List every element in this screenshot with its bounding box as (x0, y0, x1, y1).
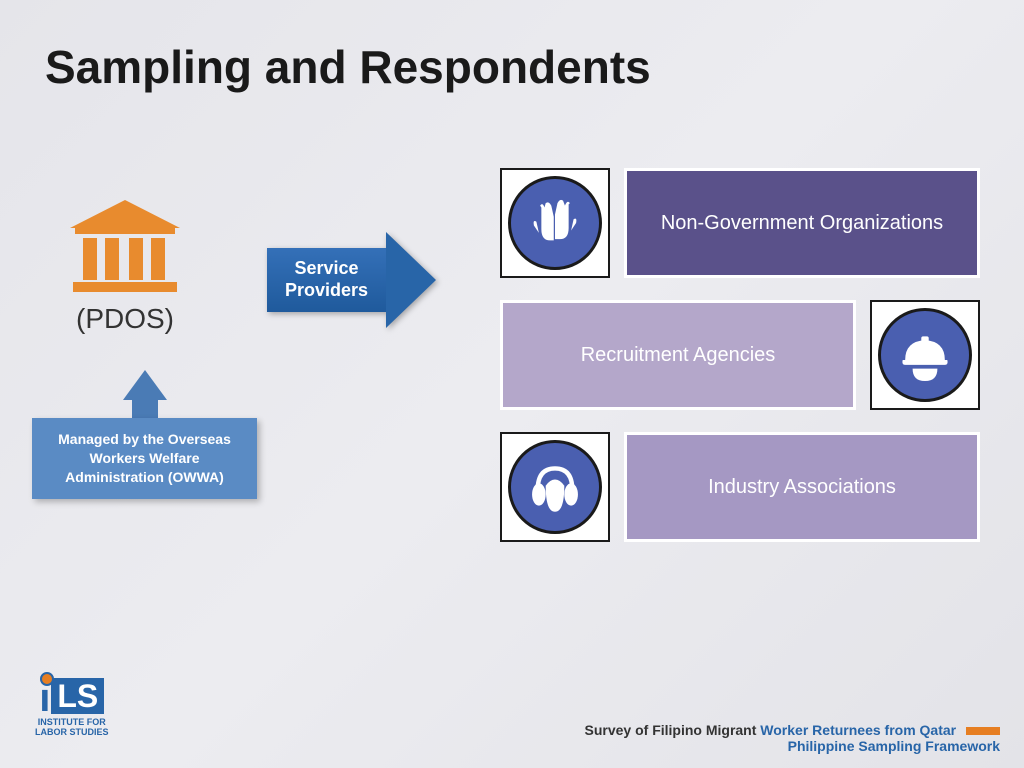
slide: Sampling and Respondents (PDOS) Managed … (0, 0, 1024, 768)
card-row-ngo: Non-Government Organizations (500, 168, 980, 278)
service-arrow-line2: Providers (285, 280, 368, 300)
footer-line1-b: Worker Returnees from Qatar (760, 722, 956, 738)
owwa-text-box: Managed by the Overseas Workers Welfare … (32, 418, 257, 499)
card-industry-label: Industry Associations (624, 432, 980, 542)
footer-line2: Philippine Sampling Framework (585, 738, 1001, 754)
footer: Survey of Filipino Migrant Worker Return… (585, 722, 1001, 754)
logo-text: INSTITUTE FOR LABOR STUDIES (35, 718, 109, 738)
institution-icon (65, 200, 185, 295)
icon-box-hardhat (870, 300, 980, 410)
gloves-icon (508, 176, 602, 270)
cards-grid: Non-Government Organizations Recruitment… (500, 168, 980, 564)
footer-line1: Survey of Filipino Migrant Worker Return… (585, 722, 1001, 738)
pdos-block: (PDOS) (65, 200, 185, 335)
logo-text-line2: LABOR STUDIES (35, 727, 109, 737)
card-ngo-label: Non-Government Organizations (624, 168, 980, 278)
ils-logo: ı LS INSTITUTE FOR LABOR STUDIES (35, 678, 109, 738)
card-row-recruitment: Recruitment Agencies (500, 300, 980, 410)
footer-line1-a: Survey of Filipino Migrant (585, 722, 761, 738)
icon-box-gloves (500, 168, 610, 278)
service-arrow-line1: Service (294, 258, 358, 278)
icon-box-earmuffs (500, 432, 610, 542)
card-recruitment-label: Recruitment Agencies (500, 300, 856, 410)
earmuffs-icon (508, 440, 602, 534)
logo-i-glyph: ı (39, 682, 50, 714)
logo-ls-glyph: LS (51, 678, 104, 714)
hardhat-icon (878, 308, 972, 402)
service-arrow-body: Service Providers (267, 248, 386, 311)
slide-title: Sampling and Respondents (45, 40, 979, 94)
pdos-label: (PDOS) (65, 303, 185, 335)
up-arrow-head-icon (123, 370, 167, 400)
service-providers-arrow: Service Providers (267, 232, 436, 328)
footer-bar-icon (966, 727, 1000, 735)
service-arrow-head-icon (386, 232, 436, 328)
up-arrow-stem (132, 400, 158, 418)
card-row-industry: Industry Associations (500, 432, 980, 542)
owwa-callout: Managed by the Overseas Workers Welfare … (32, 370, 257, 499)
logo-mark: ı LS (35, 678, 109, 714)
